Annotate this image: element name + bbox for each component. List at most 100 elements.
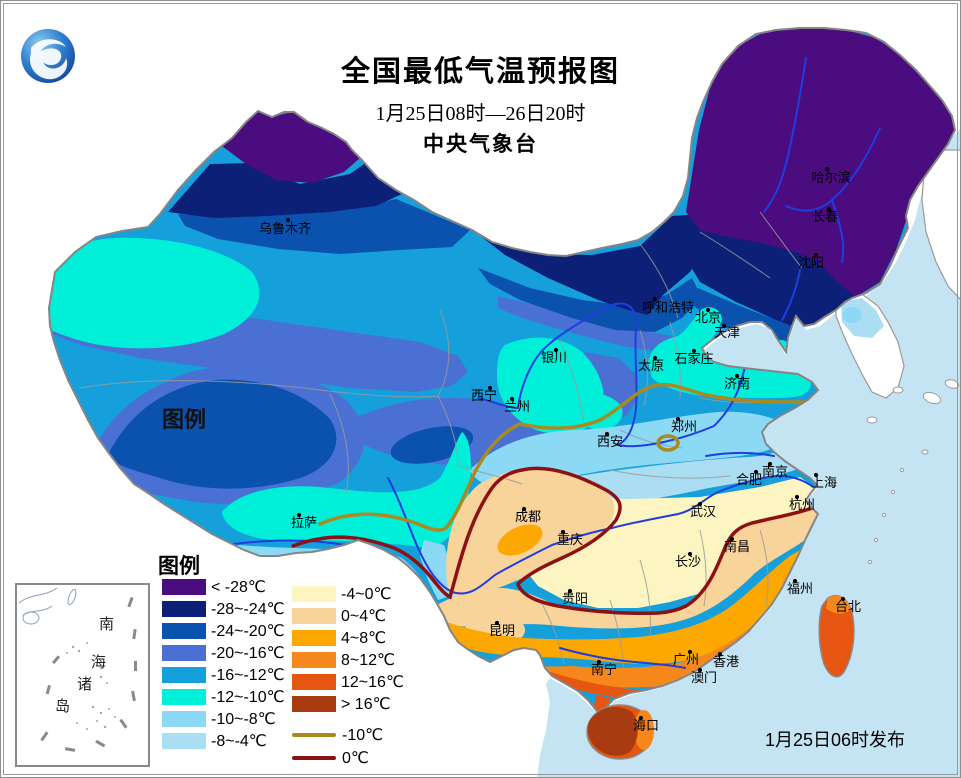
city-dot [509,396,515,402]
city-dot [687,551,693,557]
legend-swatch [292,674,336,690]
inset-label-char: 海 [91,655,107,671]
city-label: 拉萨 [291,515,317,530]
legend-swatch [162,601,206,617]
sea [537,128,961,778]
legend-swatch [292,696,336,712]
isotherm-line-sample [292,756,336,760]
city-label: 天津 [714,325,740,340]
cma-logo-icon [21,29,75,83]
city-label: 济南 [724,376,750,391]
city-label: 上海 [811,475,837,490]
isotherm-line-label: 0℃ [342,750,369,767]
city-label: 贵阳 [562,591,588,606]
island-dots [66,642,116,730]
legend-item: > 16℃ [292,696,404,713]
city-label: 台北 [835,599,861,614]
zero-isotherm [291,466,824,615]
city-dot [729,536,735,542]
agency-name: 中央气象台 [423,132,538,156]
city-dot [596,659,602,665]
legend-item: -10~-8℃ [162,711,285,728]
city-label: 沈阳 [798,255,824,270]
nine-dash-line [40,596,137,752]
legend-item-label: 8~12℃ [341,652,396,669]
city-label: 郑州 [671,419,697,434]
isotherm-line-sample [292,733,336,737]
city-dot [753,469,759,475]
city-dot [813,252,819,258]
legend-item: 12~16℃ [292,674,404,691]
city-label: 呼和浩特 [642,300,694,315]
city-label: 澳门 [691,670,717,685]
city-dot [824,166,830,172]
legend-item-label: < -28℃ [211,579,266,596]
legend-item: -4~0℃ [292,586,404,603]
legend-item: 8~12℃ [292,652,404,669]
city-dot [794,494,800,500]
legend-item: -28~-24℃ [162,601,285,618]
city-dot [734,373,740,379]
inset-label-char: 诸 [77,677,93,693]
inset-label-char: 南 [99,617,115,633]
city-label: 杭州 [789,497,815,512]
city-dot [697,501,703,507]
legend-column-cold: < -28℃ -28~-24℃ -24~-20℃ -20~-16℃ [162,579,285,750]
legend-item: -12~-10℃ [162,689,285,706]
legend-item-label: -8~-4℃ [211,733,267,750]
province-boundaries [79,211,803,671]
city-dot [697,667,703,673]
city-label: 合肥 [736,472,762,487]
legend-item-label: -16~-12℃ [211,667,285,684]
city-label: 北京 [695,310,721,325]
legend-item: -24~-20℃ [162,623,285,640]
legend-item: -16~-12℃ [162,667,285,684]
city-dot [705,307,711,313]
page-title: 全国最低气温预报图 [340,56,620,88]
legend-line-item: -10℃ [292,727,384,744]
legend-item: -20~-16℃ [162,645,285,662]
city-label: 广州 [673,652,699,667]
city-dot [521,506,527,512]
legend-swatch [162,667,206,683]
japan-landmass [921,149,961,301]
legend-swatch [162,623,206,639]
city-dot [652,355,658,361]
city-label: 长沙 [675,554,701,569]
legend-swatch [162,689,206,705]
city-label: 乌鲁木齐 [259,221,311,236]
inset-label-char: 岛 [55,699,71,715]
legend-item-label: 0~4℃ [341,608,387,625]
legend-item-label: -28~-24℃ [211,601,285,618]
legend-item-label: -12~-10℃ [211,689,285,706]
city-dot [792,578,798,584]
legend-item-label: 4~8℃ [341,630,387,647]
legend-swatch [162,645,206,661]
city-label: 福州 [787,581,813,596]
city-dot [691,348,697,354]
legend-swatch [292,652,336,668]
isotherm-line-label: -10℃ [342,727,384,744]
city-label: 长春 [812,209,838,224]
city-label: 石家庄 [674,351,713,366]
city-label: 重庆 [557,532,583,547]
city-label: 兰州 [504,399,530,414]
city-dot [494,620,500,626]
cma-logo [18,26,78,91]
issued-time: 1月25日06时发布 [765,730,906,750]
small-islands [866,379,960,565]
city-label: 成都 [515,509,541,524]
city-dot [553,347,559,353]
city-dot [487,385,493,391]
city-dot [675,416,681,422]
legend-swatch [162,733,206,749]
legend-title: 图例 [158,554,200,578]
legend-item: 4~8℃ [292,630,404,647]
city-dot [721,323,727,329]
hainan-island [586,704,654,760]
legend-swatch [292,608,336,624]
legend-swatch [162,579,206,595]
